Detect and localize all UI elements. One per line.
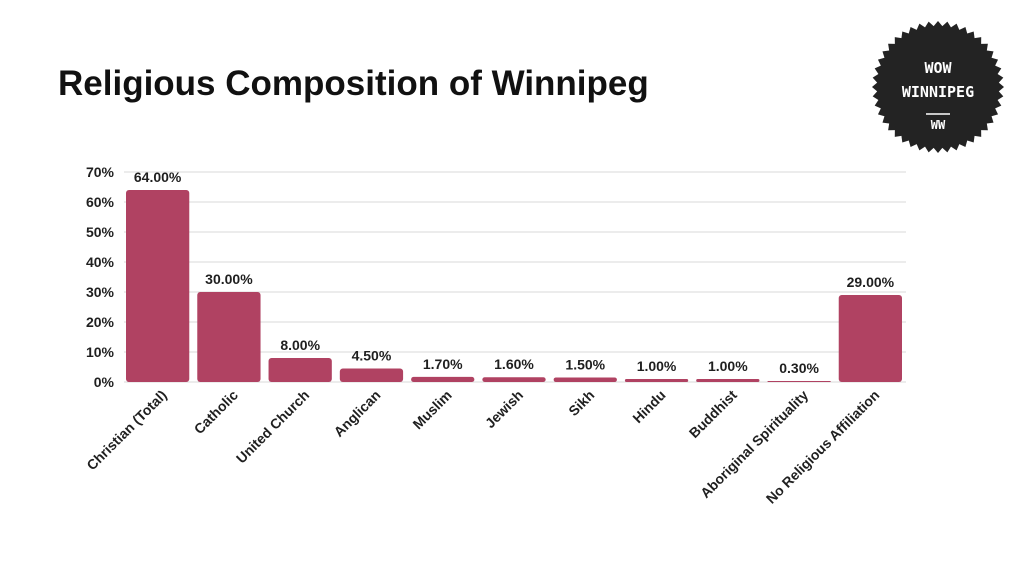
category-label: Catholic bbox=[191, 387, 242, 438]
category-label: Buddhist bbox=[686, 387, 740, 441]
bars bbox=[126, 190, 902, 382]
bar bbox=[553, 377, 617, 382]
data-label: 4.50% bbox=[352, 348, 392, 364]
bar bbox=[411, 376, 475, 382]
bar bbox=[482, 377, 546, 382]
y-tick-label: 30% bbox=[86, 284, 115, 300]
data-label: 29.00% bbox=[847, 274, 895, 290]
bar bbox=[838, 295, 902, 382]
data-label: 30.00% bbox=[205, 271, 253, 287]
bar bbox=[126, 190, 190, 382]
data-labels: 64.00% 30.00% 8.00% 4.50% 1.70% 1.60% 1.50% 1.0… bbox=[134, 169, 895, 376]
seal-badge-icon bbox=[872, 21, 1004, 153]
data-label: 1.60% bbox=[494, 356, 534, 372]
page-title: Religious Composition of Winnipeg bbox=[58, 64, 649, 103]
category-label: Jewish bbox=[482, 387, 526, 431]
y-tick-label: 20% bbox=[86, 314, 115, 330]
category-label: Muslim bbox=[409, 387, 454, 432]
y-tick-label: 70% bbox=[86, 164, 115, 180]
y-axis-ticks: 0% 10% 20% 30% 40% 50% 60% 70% bbox=[86, 164, 115, 390]
y-tick-label: 40% bbox=[86, 254, 115, 270]
data-label: 64.00% bbox=[134, 169, 182, 185]
y-tick-label: 60% bbox=[86, 194, 115, 210]
category-label: Hindu bbox=[629, 387, 668, 426]
data-label: 8.00% bbox=[280, 337, 320, 353]
bar bbox=[339, 368, 404, 382]
logo-text-winnipeg: WINNIPEG bbox=[902, 83, 974, 101]
bar bbox=[624, 379, 689, 382]
data-label: 1.50% bbox=[565, 357, 605, 373]
data-label: 0.30% bbox=[779, 360, 819, 376]
bar bbox=[696, 379, 760, 382]
wow-winnipeg-logo: WOW WINNIPEG WW bbox=[872, 21, 1004, 153]
bar bbox=[767, 381, 831, 382]
y-tick-label: 0% bbox=[94, 374, 115, 390]
logo-text-wow: WOW bbox=[924, 59, 952, 77]
logo-text-ww: WW bbox=[931, 118, 946, 132]
y-tick-label: 50% bbox=[86, 224, 115, 240]
bar bbox=[268, 358, 332, 382]
data-label: 1.00% bbox=[708, 358, 748, 374]
bar bbox=[197, 292, 261, 382]
data-label: 1.00% bbox=[637, 358, 677, 374]
category-label: Sikh bbox=[565, 387, 597, 419]
category-label: Anglican bbox=[330, 387, 383, 440]
category-label: Christian (Total) bbox=[83, 387, 169, 473]
y-tick-label: 10% bbox=[86, 344, 115, 360]
data-label: 1.70% bbox=[423, 356, 463, 372]
category-label: United Church bbox=[233, 387, 313, 467]
